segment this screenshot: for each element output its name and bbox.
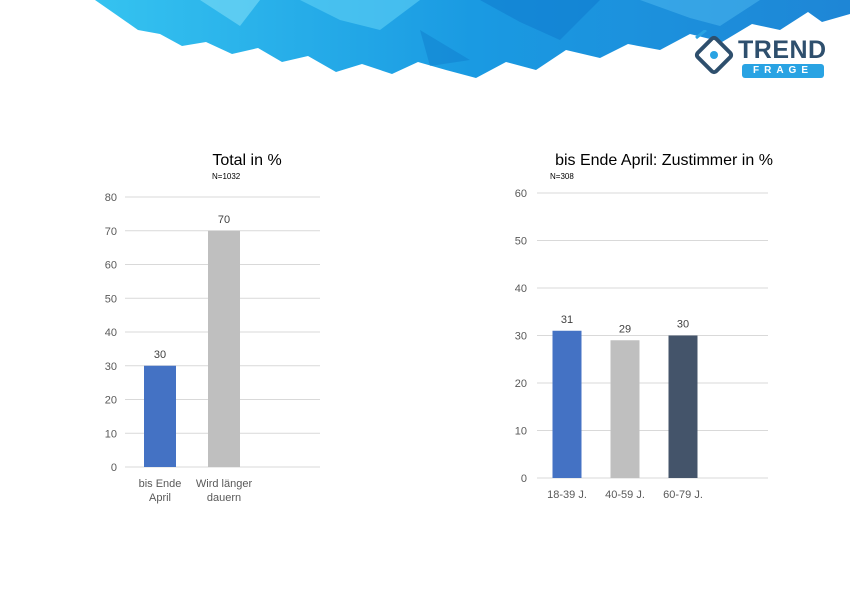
header-banner bbox=[95, 0, 850, 78]
chart-subtitle: N=1032 bbox=[212, 172, 241, 181]
data-label: 30 bbox=[677, 319, 689, 331]
data-label: 29 bbox=[619, 323, 631, 335]
chart-subtitle: N=308 bbox=[550, 172, 574, 181]
category-label: dauern bbox=[207, 492, 241, 504]
category-label: 40-59 J. bbox=[605, 489, 645, 501]
y-tick-label: 10 bbox=[515, 426, 527, 438]
y-tick-label: 20 bbox=[515, 378, 527, 390]
data-label: 31 bbox=[561, 314, 573, 326]
category-label: 18-39 J. bbox=[547, 489, 587, 501]
logo-mark-icon bbox=[694, 30, 734, 75]
category-label: April bbox=[149, 492, 171, 504]
bar bbox=[668, 335, 698, 478]
y-tick-label: 40 bbox=[515, 283, 527, 295]
y-tick-label: 70 bbox=[105, 226, 117, 238]
y-tick-label: 0 bbox=[111, 462, 117, 474]
y-tick-label: 30 bbox=[105, 361, 117, 373]
trendfrage-logo: TREND FRAGE bbox=[690, 30, 830, 82]
y-tick-label: 40 bbox=[105, 327, 117, 339]
y-tick-label: 10 bbox=[105, 428, 117, 440]
category-label: 60-79 J. bbox=[663, 489, 703, 501]
chart-title: Total in % bbox=[212, 152, 281, 169]
logo-wordmark: TREND bbox=[738, 36, 827, 64]
bar bbox=[552, 330, 582, 478]
y-tick-label: 60 bbox=[105, 260, 117, 272]
bar bbox=[144, 365, 176, 467]
category-label: Wird länger bbox=[196, 478, 253, 490]
category-label: bis Ende bbox=[139, 478, 182, 490]
bar bbox=[610, 340, 640, 478]
logo-subtitle: FRAGE bbox=[742, 64, 824, 78]
bar bbox=[208, 230, 240, 467]
y-tick-label: 0 bbox=[521, 473, 527, 485]
y-tick-label: 80 bbox=[105, 192, 117, 204]
y-tick-label: 20 bbox=[105, 395, 117, 407]
chart-title: bis Ende April: Zustimmer in % bbox=[555, 152, 773, 169]
data-label: 70 bbox=[218, 214, 230, 226]
y-tick-label: 50 bbox=[515, 236, 527, 248]
y-tick-label: 50 bbox=[105, 293, 117, 305]
data-label: 30 bbox=[154, 349, 166, 361]
y-tick-label: 60 bbox=[515, 188, 527, 200]
y-tick-label: 30 bbox=[515, 331, 527, 343]
